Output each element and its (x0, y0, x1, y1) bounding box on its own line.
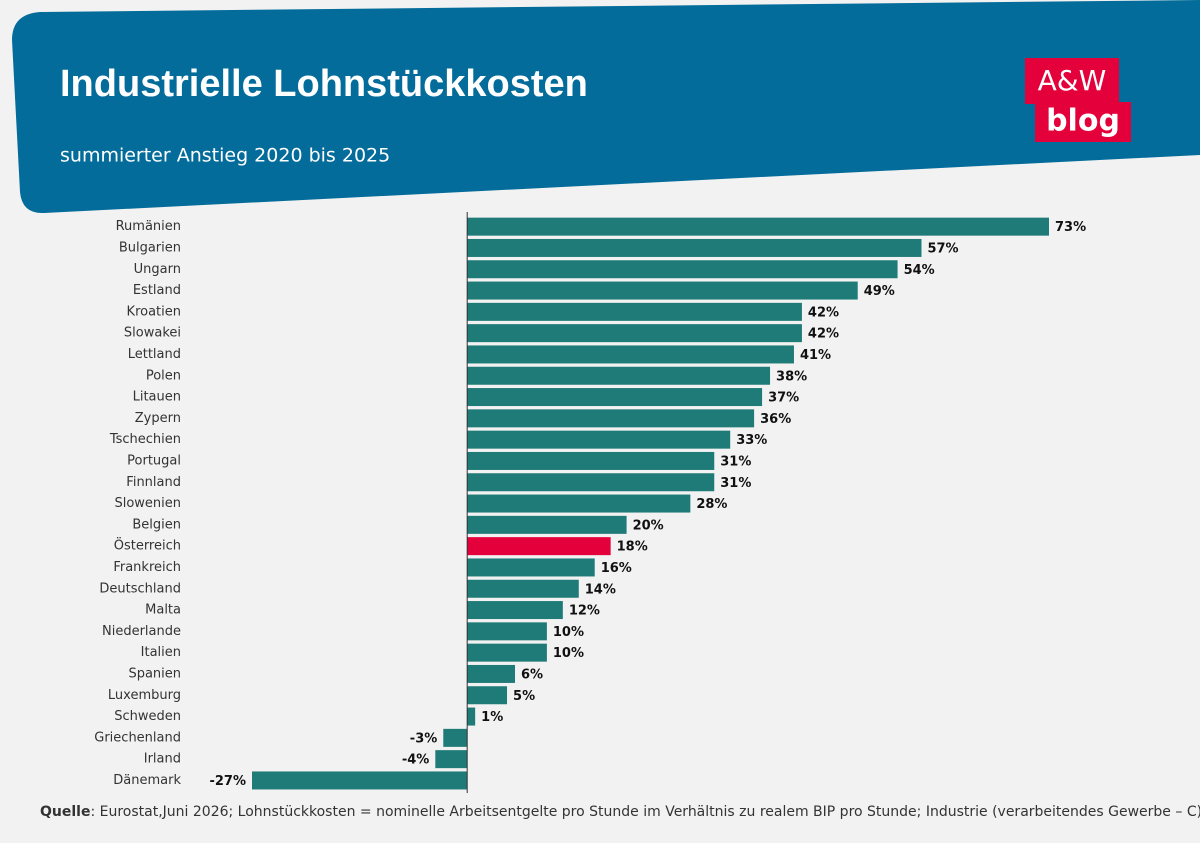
data-label: 36% (760, 412, 791, 427)
data-label: 1% (481, 710, 503, 725)
y-tick-label: Deutschland (99, 581, 181, 596)
bar (467, 451, 715, 470)
data-label: 18% (617, 540, 648, 555)
bar (467, 537, 611, 556)
data-label: 5% (513, 689, 535, 704)
data-label: 73% (1055, 220, 1086, 235)
y-tick-label: Lettland (128, 347, 181, 362)
y-tick-label: Polen (146, 368, 181, 383)
bar (467, 494, 691, 513)
bar (467, 409, 755, 428)
logo-text: A&W (1038, 64, 1107, 97)
data-label: 33% (736, 433, 767, 448)
data-label: 16% (601, 561, 632, 576)
y-tick-label: Luxemburg (108, 688, 181, 703)
y-tick-label: Finnland (126, 475, 181, 490)
data-label: -3% (410, 731, 437, 746)
y-tick-label: Estland (133, 283, 181, 298)
y-tick-label: Frankreich (113, 560, 181, 575)
data-label: 28% (696, 497, 727, 512)
y-tick-label: Portugal (127, 453, 181, 468)
subtitle: summierter Anstieg 2020 bis 2025 (60, 145, 390, 167)
y-tick-label: Litauen (133, 390, 181, 405)
bar (467, 707, 476, 726)
y-tick-label: Rumänien (116, 219, 181, 234)
data-label: 42% (808, 327, 839, 342)
y-tick-label: Bulgarien (119, 240, 181, 255)
data-label: -27% (209, 774, 246, 789)
y-tick-label: Niederlande (102, 624, 181, 639)
source-text: : Eurostat,Juni 2026; Lohnstückkosten = … (90, 804, 1200, 820)
data-label: 31% (720, 476, 751, 491)
bar (467, 515, 627, 534)
data-label: 54% (904, 263, 935, 278)
y-tick-label: Kroatien (127, 304, 181, 319)
logo-box (1025, 58, 1119, 104)
bar (467, 686, 508, 705)
data-label: 41% (800, 348, 831, 363)
y-tick-label: Österreich (114, 537, 181, 554)
data-label: -4% (402, 753, 429, 768)
header-band (12, 0, 1200, 214)
data-label: 10% (553, 625, 584, 640)
y-tick-label: Tschechien (109, 432, 181, 447)
bar (443, 728, 468, 747)
bar (467, 260, 898, 279)
y-tick-label: Malta (145, 603, 181, 618)
bar (467, 601, 563, 620)
data-label: 49% (864, 284, 895, 299)
y-tick-label: Irland (144, 752, 181, 767)
bar (467, 324, 802, 343)
data-label: 6% (521, 667, 543, 682)
bar (252, 771, 468, 790)
bar (467, 217, 1049, 236)
data-label: 14% (585, 582, 616, 597)
bar (467, 558, 595, 577)
logo-text: blog (1046, 104, 1120, 139)
plot: Rumänien 73% Bulgarien 57% Ungarn 54% Estland 4… (94, 212, 1086, 793)
y-tick-label: Dänemark (113, 773, 181, 788)
data-label: 31% (720, 454, 751, 469)
bar (467, 430, 731, 449)
bar (467, 473, 715, 492)
data-label: 42% (808, 305, 839, 320)
y-tick-label: Spanien (128, 666, 181, 681)
bar (435, 750, 468, 769)
y-tick-label: Griechenland (94, 730, 181, 745)
data-label: 20% (633, 518, 664, 533)
bar (467, 238, 922, 257)
bar (467, 579, 579, 598)
title: Industrielle Lohnstückkosten (60, 63, 588, 105)
logo-box (1035, 102, 1131, 142)
bar (467, 302, 802, 321)
data-label: 37% (768, 391, 799, 406)
y-tick-label: Belgien (132, 517, 181, 532)
bar (467, 281, 858, 300)
bar (467, 366, 771, 385)
bar (467, 622, 547, 641)
source-label: Quelle (40, 804, 90, 820)
data-label: 38% (776, 369, 807, 384)
y-tick-label: Italien (141, 645, 181, 660)
bar (467, 664, 516, 683)
bar (467, 345, 794, 364)
data-label: 57% (927, 241, 958, 256)
y-tick-label: Slowakei (124, 326, 181, 341)
bar (467, 643, 547, 662)
y-tick-label: Schweden (114, 709, 181, 724)
data-label: 10% (553, 646, 584, 661)
bar (467, 388, 763, 407)
y-tick-label: Slowenien (114, 496, 181, 511)
data-label: 12% (569, 604, 600, 619)
source: Quelle: Eurostat,Juni 2026; Lohnstückkos… (40, 804, 1200, 820)
y-tick-label: Ungarn (134, 262, 181, 277)
y-tick-label: Zypern (135, 411, 181, 426)
